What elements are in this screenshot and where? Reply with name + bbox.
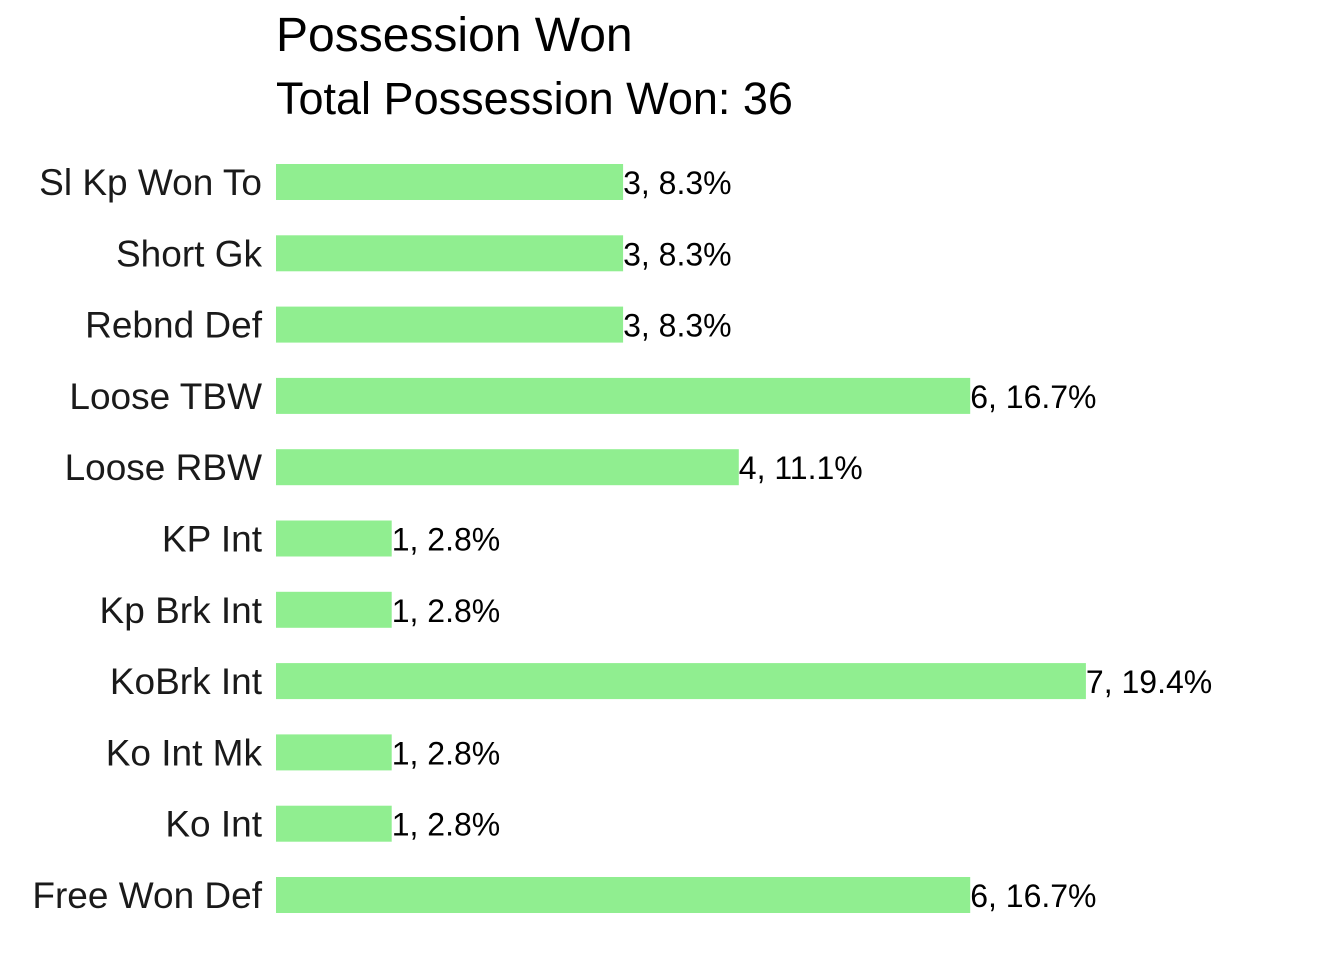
data-label: 1, 2.8% [392,522,501,558]
category-label: Kp Brk Int [100,590,263,631]
bar [276,734,392,771]
data-label: 1, 2.8% [392,735,501,771]
category-label: Loose RBW [65,447,262,488]
category-label: Loose TBW [69,376,262,417]
bar [276,377,971,414]
data-label: 1, 2.8% [392,807,501,843]
data-label: 6, 16.7% [970,379,1096,415]
data-label: 3, 8.3% [623,165,732,201]
data-label: 6, 16.7% [970,878,1096,914]
category-label: Short Gk [116,233,262,274]
bar [276,663,1086,700]
bar [276,306,624,343]
category-label: Free Won Def [32,875,262,916]
category-label: KoBrk Int [110,661,263,702]
category-label: Sl Kp Won To [39,162,262,203]
bar [276,235,624,272]
bar [276,877,971,913]
category-label: KP Int [162,519,263,560]
data-label: 3, 8.3% [623,236,732,272]
bar [276,449,739,486]
data-label: 7, 19.4% [1086,664,1212,700]
bar [276,520,392,557]
data-label: 1, 2.8% [392,593,501,629]
bar [276,164,624,200]
category-label: Rebnd Def [85,305,263,346]
category-label: Ko Int [165,804,262,845]
bar [276,591,392,628]
bar [276,805,392,842]
data-label: 3, 8.3% [623,308,732,344]
category-label: Ko Int Mk [106,732,263,773]
data-label: 4, 11.1% [739,450,863,486]
chart-title: Possession Won [276,9,633,62]
chart-subtitle: Total Possession Won: 36 [276,73,793,124]
